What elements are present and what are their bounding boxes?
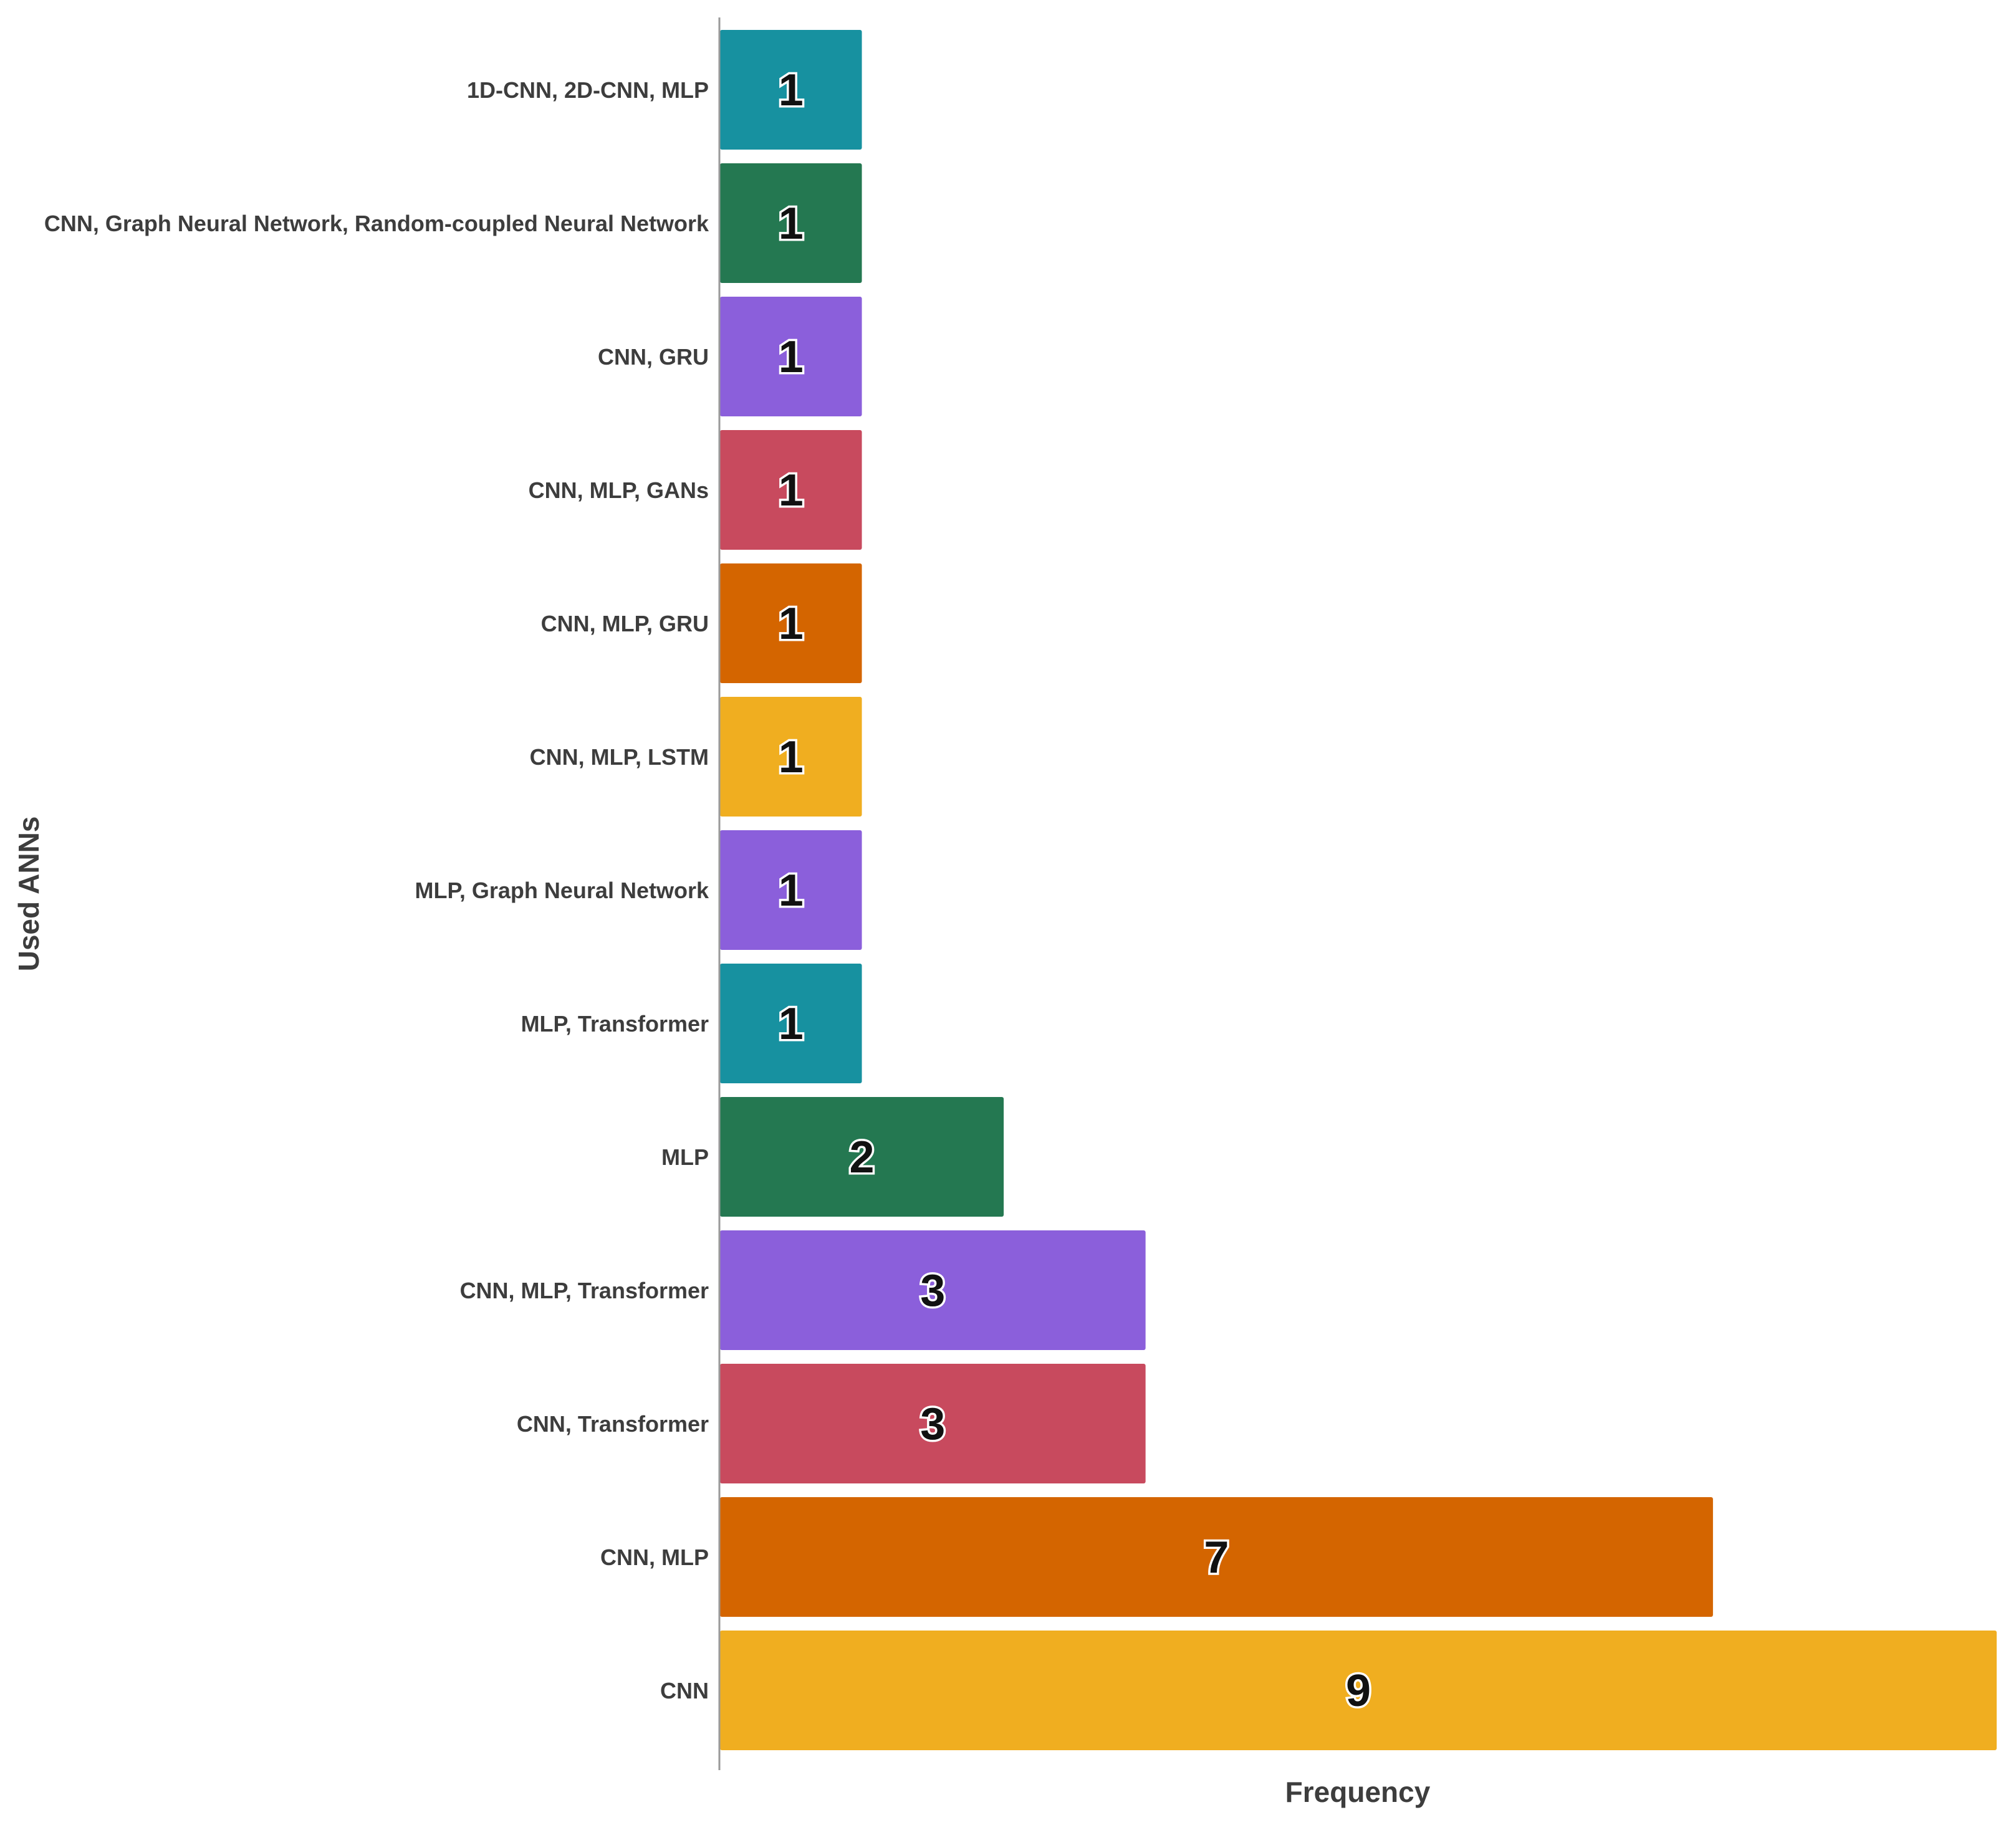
category-tick-label: MLP (661, 1144, 709, 1170)
bar-value-label: 1 (779, 866, 804, 916)
category-tick-label: MLP, Transformer (521, 1011, 709, 1037)
bar-value-label: 1 (779, 999, 804, 1049)
category-labels-group: 1D-CNN, 2D-CNN, MLP CNN, Graph Neural Net… (44, 77, 709, 1703)
bar-value-label: 1 (779, 466, 804, 515)
category-tick-label: CNN, MLP, GANs (529, 477, 709, 503)
bar (720, 30, 862, 150)
bar (720, 1364, 1146, 1483)
bar (720, 563, 862, 683)
bar-value-label: 1 (779, 599, 804, 649)
bar-value-label: 3 (920, 1266, 945, 1316)
category-tick-label: CNN, MLP, GRU (541, 611, 709, 636)
bar-value-label: 1 (779, 332, 804, 382)
bar-value-label: 3 (920, 1399, 945, 1449)
category-tick-label: CNN, GRU (598, 344, 709, 370)
bar-value-label: 1 (779, 65, 804, 115)
bar (720, 163, 862, 283)
category-tick-label: CNN, MLP (600, 1545, 709, 1570)
bar-value-label: 1 (779, 199, 804, 249)
x-axis-title: Frequency (1285, 1776, 1431, 1808)
bar (720, 1631, 1997, 1750)
bar (720, 297, 862, 416)
category-tick-label: 1D-CNN, 2D-CNN, MLP (467, 77, 709, 103)
bar (720, 1497, 1713, 1617)
bar (720, 964, 862, 1083)
bar (720, 830, 862, 950)
category-tick-label: CNN (660, 1678, 709, 1703)
bar (720, 1097, 1004, 1217)
bar-value-label: 1 (779, 732, 804, 782)
y-axis-title: Used ANNs (12, 817, 45, 972)
value-labels-group: 1 1 1 1 1 1 1 1 2 3 3 7 9 (776, 64, 1373, 1718)
bars-group (720, 30, 1997, 1750)
category-tick-label: CNN, Transformer (517, 1411, 709, 1437)
category-tick-label: MLP, Graph Neural Network (415, 878, 709, 903)
category-tick-label: CNN, Graph Neural Network, Random-couple… (44, 211, 709, 236)
bar-value-label: 2 (850, 1133, 875, 1182)
bar-value-label: 9 (1346, 1666, 1371, 1716)
category-tick-label: CNN, MLP, LSTM (530, 744, 709, 770)
bar (720, 430, 862, 550)
bar (720, 697, 862, 817)
bar-value-label: 7 (1204, 1533, 1229, 1583)
category-tick-label: CNN, MLP, Transformer (460, 1278, 709, 1303)
bar (720, 1230, 1146, 1350)
